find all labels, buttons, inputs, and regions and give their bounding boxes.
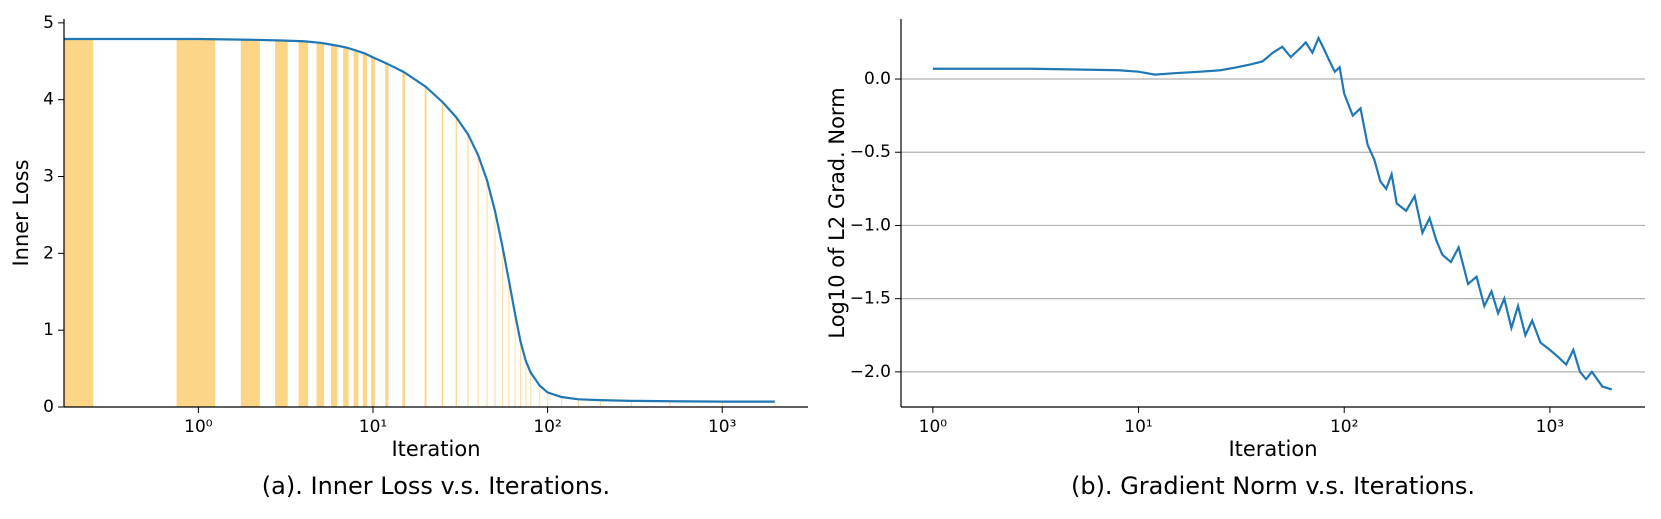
bar — [539, 385, 541, 407]
loss-line — [932, 35, 1613, 391]
bar — [424, 86, 427, 407]
y-tick-label: −1.5 — [850, 289, 891, 309]
bar — [600, 400, 601, 407]
bar — [530, 372, 532, 407]
x-tick-label: 10⁰ — [184, 417, 213, 437]
y-tick-label: 0 — [43, 397, 54, 417]
bar — [494, 211, 496, 407]
bar — [547, 392, 549, 407]
x-tick-label: 10² — [1330, 417, 1358, 437]
bar — [486, 180, 488, 407]
x-tick-label: 10⁰ — [919, 417, 948, 437]
bar — [385, 63, 389, 407]
bar — [441, 101, 444, 408]
bar — [371, 57, 375, 408]
bar — [176, 38, 216, 408]
bar — [722, 401, 723, 407]
bar — [298, 41, 309, 407]
x-tick-label: 10³ — [708, 417, 736, 437]
bar — [64, 38, 94, 408]
y-tick-label: 1 — [43, 320, 54, 340]
bar — [477, 154, 479, 407]
bar — [501, 245, 503, 407]
x-tick-label: 10¹ — [359, 417, 387, 437]
bar — [525, 360, 527, 407]
bar — [508, 280, 510, 407]
y-tick-label: 2 — [43, 243, 54, 263]
bar — [353, 50, 359, 408]
bar — [467, 134, 469, 407]
bar — [520, 341, 522, 407]
bar — [669, 401, 671, 407]
caption: (b). Gradient Norm v.s. Iterations. — [1071, 472, 1475, 500]
x-axis-label: Iteration — [391, 437, 480, 461]
y-tick-label: −2.0 — [850, 362, 891, 382]
caption: (a). Inner Loss v.s. Iterations. — [262, 472, 610, 500]
bar — [275, 40, 288, 407]
bar — [630, 400, 632, 407]
y-tick-label: 0.0 — [864, 69, 891, 89]
bar — [578, 399, 580, 407]
y-tick-label: 4 — [43, 90, 54, 110]
x-tick-label: 10³ — [1536, 417, 1564, 437]
x-tick-label: 10¹ — [1124, 417, 1152, 437]
loss-line — [64, 37, 775, 403]
y-tick-label: −0.5 — [850, 142, 891, 162]
x-tick-label: 10² — [533, 417, 561, 437]
y-axis-label: Log10 of L2 Grad. Norm — [825, 87, 849, 338]
bar — [514, 313, 516, 407]
x-axis-label: Iteration — [1228, 437, 1317, 461]
bar — [774, 401, 776, 407]
bar — [240, 39, 260, 407]
y-axis-label: Inner Loss — [9, 159, 33, 266]
y-tick-label: −1.0 — [850, 215, 891, 235]
bar — [343, 47, 349, 407]
bar — [561, 397, 563, 407]
bar — [402, 72, 405, 408]
bar — [455, 117, 457, 408]
bar — [316, 42, 325, 408]
bar — [362, 53, 368, 408]
y-tick-label: 5 — [43, 13, 54, 33]
y-tick-label: 3 — [43, 167, 54, 187]
bar — [331, 45, 338, 407]
